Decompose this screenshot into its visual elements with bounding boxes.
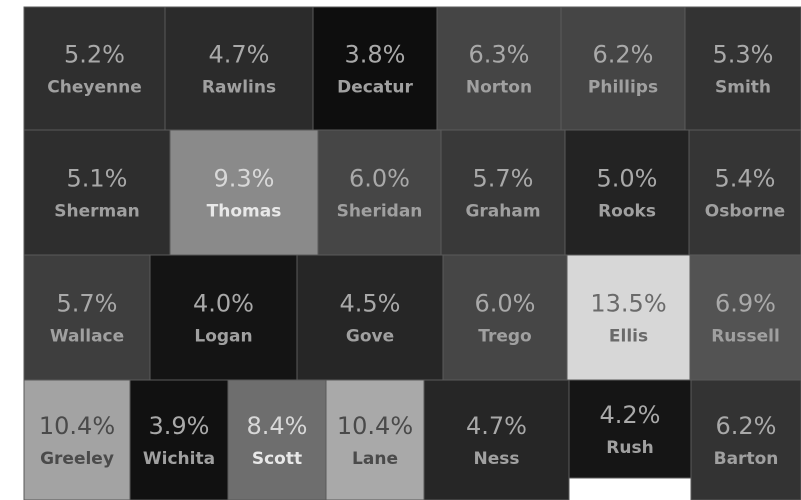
county-value: 4.2% [600, 401, 661, 429]
county-value: 6.2% [593, 41, 654, 69]
county-tile [149, 254, 298, 381]
county-name: Smith [715, 78, 771, 98]
county-value: 6.3% [469, 41, 530, 69]
county-tile [568, 379, 692, 479]
county-tile [23, 379, 131, 500]
county-name: Rush [606, 438, 653, 458]
county-tile [169, 129, 319, 256]
county-tile [688, 129, 801, 256]
county-name: Sheridan [337, 202, 423, 222]
county-tile [312, 6, 438, 131]
county-tile [129, 379, 229, 500]
county-name: Cheyenne [47, 78, 141, 98]
county-name: Gove [346, 327, 394, 347]
county-value: 5.7% [57, 290, 118, 318]
county-value: 6.0% [475, 290, 536, 318]
county-value: 6.0% [349, 165, 410, 193]
county-name: Decatur [337, 78, 413, 98]
county-tile [560, 6, 686, 131]
county-tile [23, 6, 166, 131]
county-value: 10.4% [337, 412, 413, 440]
county-name: Greeley [40, 449, 114, 469]
county-tile [442, 254, 568, 381]
county-name: Rawlins [202, 78, 276, 98]
county-name: Scott [252, 449, 302, 469]
county-value: 3.9% [149, 412, 210, 440]
county-name: Thomas [207, 202, 282, 222]
county-value: 10.4% [39, 412, 115, 440]
county-tile [317, 129, 442, 256]
county-value: 4.0% [193, 290, 254, 318]
county-value: 9.3% [214, 165, 275, 193]
county-name: Barton [714, 449, 779, 469]
county-name: Wichita [143, 449, 215, 469]
county-value: 5.3% [713, 41, 774, 69]
county-tile [436, 6, 562, 131]
county-tile [566, 254, 691, 381]
county-name: Phillips [588, 78, 658, 98]
county-name: Russell [711, 327, 780, 347]
county-value: 6.9% [715, 290, 776, 318]
county-name: Norton [466, 78, 532, 98]
county-name: Sherman [54, 202, 140, 222]
county-value: 5.0% [597, 165, 658, 193]
county-tile [164, 6, 314, 131]
county-tile [325, 379, 425, 500]
county-name: Ness [474, 449, 520, 469]
county-tile [689, 254, 801, 381]
county-value: 4.7% [209, 41, 270, 69]
county-value: 5.4% [715, 165, 776, 193]
county-name: Graham [465, 202, 540, 222]
county-value: 4.7% [466, 412, 527, 440]
county-value: 5.1% [67, 165, 128, 193]
county-tile [690, 379, 801, 500]
county-value: 13.5% [590, 290, 666, 318]
county-tile [440, 129, 566, 256]
county-tile [423, 379, 570, 500]
county-tile [23, 129, 171, 256]
county-tile [564, 129, 690, 256]
county-tile [296, 254, 444, 381]
county-name: Osborne [705, 202, 785, 222]
county-name: Wallace [50, 327, 124, 347]
county-name: Rooks [598, 202, 656, 222]
county-value: 4.5% [340, 290, 401, 318]
county-tile [227, 379, 327, 500]
county-tile [684, 6, 801, 131]
county-tile [23, 254, 151, 381]
county-name: Lane [352, 449, 398, 469]
county-name: Ellis [609, 327, 648, 347]
county-name: Trego [478, 327, 532, 347]
county-value: 5.7% [473, 165, 534, 193]
county-value: 5.2% [64, 41, 125, 69]
county-value: 3.8% [345, 41, 406, 69]
county-value: 6.2% [716, 412, 777, 440]
county-value: 8.4% [247, 412, 308, 440]
county-name: Logan [194, 327, 252, 347]
